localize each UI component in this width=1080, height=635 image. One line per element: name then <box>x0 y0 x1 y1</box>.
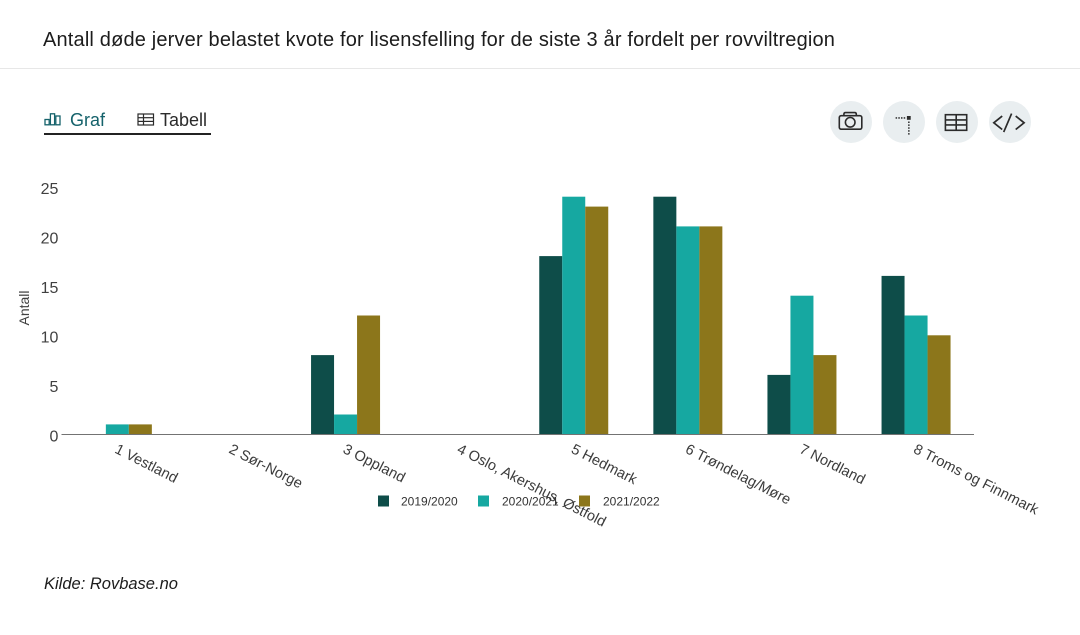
svg-text:0: 0 <box>49 429 58 446</box>
svg-text:3 Oppland: 3 Oppland <box>340 442 407 487</box>
svg-text:20: 20 <box>41 231 59 248</box>
svg-text:2 Sør-Norge: 2 Sør-Norge <box>226 442 305 493</box>
svg-text:7 Nordland: 7 Nordland <box>797 442 868 489</box>
svg-text:6 Trøndelag/Møre: 6 Trøndelag/Møre <box>683 442 794 509</box>
svg-text:2020/2021: 2020/2021 <box>502 495 559 509</box>
svg-text:Antall: Antall <box>16 290 32 325</box>
svg-text:5 Hedmark: 5 Hedmark <box>568 442 639 489</box>
svg-text:25: 25 <box>41 181 59 198</box>
svg-text:2021/2022: 2021/2022 <box>603 495 660 509</box>
svg-text:15: 15 <box>41 280 59 297</box>
svg-text:1 Vestland: 1 Vestland <box>112 442 180 487</box>
svg-text:5: 5 <box>49 379 58 396</box>
svg-text:10: 10 <box>41 330 59 347</box>
svg-text:2019/2020: 2019/2020 <box>401 495 458 509</box>
svg-text:8 Troms og Finnmark: 8 Troms og Finnmark <box>911 442 1042 519</box>
